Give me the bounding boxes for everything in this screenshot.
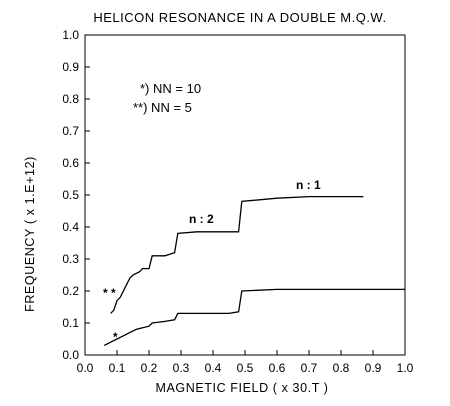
x-tick-label: 0.7 — [301, 361, 318, 375]
y-tick-label: 0.9 — [62, 60, 79, 74]
y-tick-label: 0.3 — [62, 252, 79, 266]
chart-title: HELICON RESONANCE IN A DOUBLE M.Q.W. — [93, 10, 386, 25]
x-tick-label: 0.4 — [205, 361, 222, 375]
y-tick-label: 0.2 — [62, 284, 79, 298]
legend-line-1: *) NN = 10 — [140, 81, 201, 96]
y-tick-label: 1.0 — [62, 28, 79, 42]
x-axis: 0.0 0.1 0.2 0.3 0.4 0.5 0.6 0.7 0.8 0.9 1.0 — [77, 350, 414, 375]
y-tick-label: 0.5 — [62, 188, 79, 202]
legend-line-2: **) NN = 5 — [133, 100, 192, 115]
x-tick-label: 0.5 — [237, 361, 254, 375]
x-tick-label: 0.2 — [141, 361, 158, 375]
y-tick-label: 0.1 — [62, 316, 79, 330]
marker-single-star: * — [113, 330, 118, 344]
x-tick-label: 0.8 — [333, 361, 350, 375]
y-tick-label: 0.4 — [62, 220, 79, 234]
y-tick-label: 0.6 — [62, 156, 79, 170]
x-tick-label: 0.6 — [269, 361, 286, 375]
y-tick-label: 0.8 — [62, 92, 79, 106]
x-tick-label: 0.0 — [77, 361, 94, 375]
x-tick-label: 0.3 — [173, 361, 190, 375]
y-axis-title: FREQUENCY ( x 1.E+12) — [23, 156, 37, 312]
x-tick-label: 1.0 — [397, 361, 414, 375]
label-n2: n : 2 — [189, 212, 214, 226]
x-tick-label: 0.1 — [109, 361, 126, 375]
series-layer — [103, 195, 405, 346]
y-axis: 0.0 0.1 0.2 0.3 0.4 0.5 0.6 0.7 0.8 0.9 1.0 — [62, 28, 90, 362]
plot-frame — [84, 34, 406, 356]
label-n1: n : 1 — [296, 178, 321, 192]
series-line-2 — [103, 288, 405, 346]
x-axis-title: MAGNETIC FIELD ( x 30.T ) — [155, 381, 328, 395]
x-tick-label: 0.9 — [365, 361, 382, 375]
series-line-1 — [110, 195, 364, 314]
marker-double-star: * * — [103, 286, 116, 300]
y-tick-label: 0.0 — [62, 348, 79, 362]
y-tick-label: 0.7 — [62, 124, 79, 138]
